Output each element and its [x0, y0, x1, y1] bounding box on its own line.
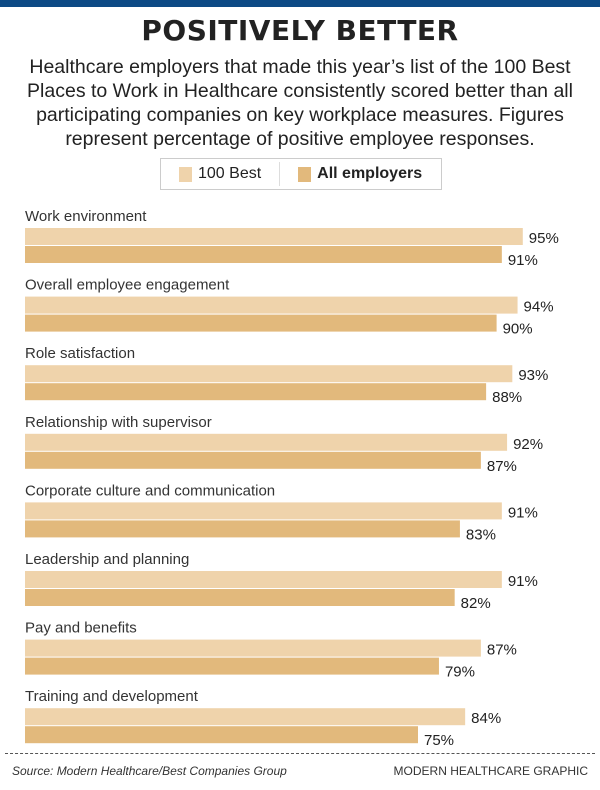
top-accent-bar: [0, 0, 600, 7]
bar-leadership-and-planning-all-employers: [25, 589, 455, 606]
legend-swatch-all-employers: [298, 166, 312, 182]
value-label-training-and-development-all-employers: 75%: [424, 732, 454, 745]
legend-item-100-best: 100 Best: [179, 159, 261, 189]
bar-work-environment-all-employers: [25, 246, 502, 263]
value-label-pay-and-benefits-all-employers: 79%: [445, 664, 475, 681]
value-label-pay-and-benefits-100-best: 87%: [487, 642, 517, 659]
bar-training-and-development-all-employers: [25, 726, 418, 744]
legend-label-100-best: 100 Best: [198, 165, 262, 182]
footer-divider: [5, 753, 595, 754]
bar-training-and-development-100-best: [25, 708, 466, 726]
bar-overall-employee-engagement-all-employers: [25, 314, 497, 332]
chart-subtitle: Healthcare employers that made this year…: [27, 56, 573, 150]
value-label-relationship-with-supervisor-all-employers: 87%: [487, 458, 517, 475]
value-label-role-satisfaction-all-employers: 88%: [492, 389, 522, 406]
bar-relationship-with-supervisor-all-employers: [25, 451, 481, 469]
value-label-leadership-and-planning-all-employers: 82%: [461, 595, 491, 612]
legend-swatch-100-best: [179, 166, 192, 182]
bar-chart: Work environment 95% 91% Overall employee e…: [25, 208, 559, 745]
value-label-role-satisfaction-100-best: 93%: [518, 367, 548, 384]
bar-corporate-culture-and-communication-100-best: [25, 502, 502, 520]
category-label-role-satisfaction: Role satisfaction: [25, 345, 135, 362]
category-label-corporate-culture-and-communication: Corporate culture and communication: [25, 482, 275, 499]
value-label-training-and-development-100-best: 84%: [471, 710, 501, 727]
value-label-work-environment-all-employers: 91%: [508, 252, 538, 269]
credit-line: MODERN HEALTHCARE GRAPHIC: [393, 764, 588, 778]
category-label-training-and-development: Training and development: [25, 688, 199, 705]
legend-separator: [279, 162, 281, 186]
source-note: Source: Modern Healthcare/Best Companies…: [12, 764, 287, 778]
value-label-overall-employee-engagement-100-best: 94%: [524, 299, 554, 316]
bar-pay-and-benefits-100-best: [25, 639, 481, 657]
bar-relationship-with-supervisor-100-best: [25, 433, 508, 451]
legend-label-all-employers: All employers: [317, 165, 423, 182]
value-label-relationship-with-supervisor-100-best: 92%: [513, 436, 543, 453]
bar-pay-and-benefits-all-employers: [25, 657, 439, 675]
chart-title: POSITIVELY BETTER: [141, 14, 459, 47]
category-label-work-environment: Work environment: [25, 208, 147, 225]
value-label-corporate-culture-and-communication-all-employers: 83%: [466, 526, 496, 543]
bar-corporate-culture-and-communication-all-employers: [25, 520, 460, 538]
category-label-pay-and-benefits: Pay and benefits: [25, 620, 137, 637]
category-label-overall-employee-engagement: Overall employee engagement: [25, 277, 230, 294]
category-label-leadership-and-planning: Leadership and planning: [25, 551, 189, 568]
bar-leadership-and-planning-100-best: [25, 571, 502, 588]
bar-role-satisfaction-100-best: [25, 365, 513, 383]
legend-item-all-employers: All employers: [298, 159, 422, 189]
value-label-overall-employee-engagement-all-employers: 90%: [503, 321, 533, 338]
value-label-leadership-and-planning-100-best: 91%: [508, 573, 538, 590]
bar-overall-employee-engagement-100-best: [25, 296, 518, 314]
category-label-relationship-with-supervisor: Relationship with supervisor: [25, 414, 212, 431]
bar-work-environment-100-best: [25, 228, 523, 245]
bar-role-satisfaction-all-employers: [25, 383, 487, 401]
legend: 100 Best All employers: [160, 158, 442, 190]
value-label-work-environment-100-best: 95%: [529, 230, 559, 247]
value-label-corporate-culture-and-communication-100-best: 91%: [508, 504, 538, 521]
